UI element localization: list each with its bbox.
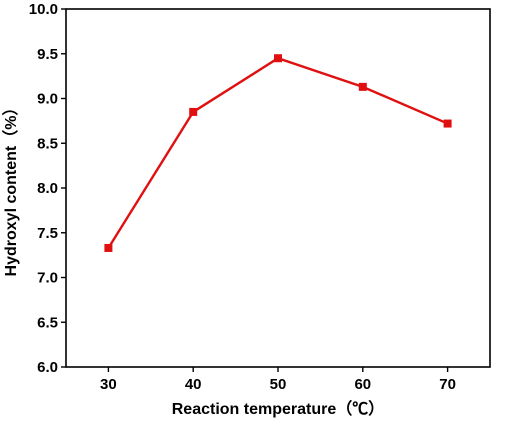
y-tick-label: 7.5 xyxy=(37,225,58,242)
plot-border xyxy=(65,8,491,368)
data-point xyxy=(443,119,452,128)
y-tick-label: 10.0 xyxy=(29,1,58,18)
x-axis: 30 40 50 60 70 xyxy=(100,367,456,393)
x-tick-label: 30 xyxy=(100,376,117,393)
plot-frame xyxy=(65,8,491,368)
y-tick-label: 6.0 xyxy=(37,359,58,376)
y-tick-label: 9.5 xyxy=(37,46,58,63)
x-axis-title: Reaction temperature（℃） xyxy=(172,400,385,418)
x-tick-label: 40 xyxy=(185,376,202,393)
y-tick-label: 7.0 xyxy=(37,270,58,287)
data-point xyxy=(189,107,198,116)
y-tick-label: 8.5 xyxy=(37,135,58,152)
y-tick-label: 8.0 xyxy=(37,180,58,197)
data-point xyxy=(274,54,282,63)
data-point xyxy=(358,82,367,91)
x-tick-label: 50 xyxy=(270,376,287,393)
y-tick-label: 6.5 xyxy=(37,314,58,331)
x-tick-label: 70 xyxy=(439,376,456,393)
series-layer xyxy=(104,54,452,252)
series-line xyxy=(107,56,449,249)
y-tick-label: 9.0 xyxy=(37,91,58,108)
data-point xyxy=(104,243,113,252)
x-tick-label: 60 xyxy=(354,376,371,393)
y-axis: 6.0 6.5 7.0 7.5 8.0 8.5 9.0 9.5 10.0 xyxy=(29,1,66,376)
y-axis-title: Hydroxyl content（%） xyxy=(2,100,20,277)
